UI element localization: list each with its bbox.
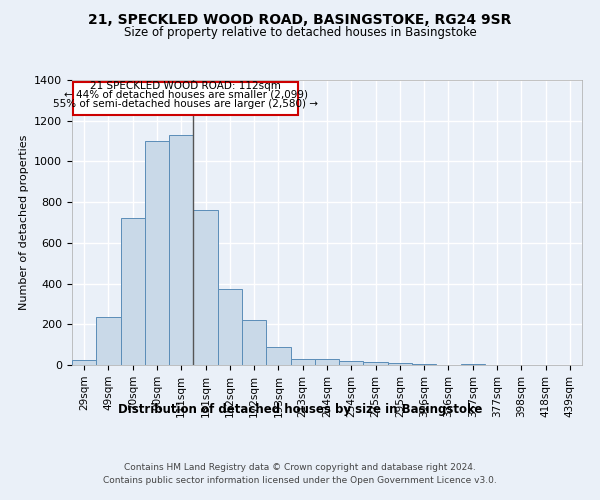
Text: Contains public sector information licensed under the Open Government Licence v3: Contains public sector information licen…	[103, 476, 497, 485]
Bar	[193, 210, 218, 365]
Bar	[145, 141, 169, 365]
Bar	[461, 364, 485, 365]
Bar	[218, 288, 242, 365]
Bar	[72, 360, 96, 365]
Text: 21 SPECKLED WOOD ROAD: 112sqm: 21 SPECKLED WOOD ROAD: 112sqm	[90, 81, 281, 91]
Text: Size of property relative to detached houses in Basingstoke: Size of property relative to detached ho…	[124, 26, 476, 39]
Y-axis label: Number of detached properties: Number of detached properties	[19, 135, 29, 310]
FancyBboxPatch shape	[73, 82, 298, 114]
Bar	[364, 362, 388, 365]
Bar	[169, 135, 193, 365]
Bar	[121, 218, 145, 365]
Bar	[315, 360, 339, 365]
Bar	[96, 317, 121, 365]
Bar	[412, 364, 436, 365]
Text: Contains HM Land Registry data © Crown copyright and database right 2024.: Contains HM Land Registry data © Crown c…	[124, 462, 476, 471]
Text: 21, SPECKLED WOOD ROAD, BASINGSTOKE, RG24 9SR: 21, SPECKLED WOOD ROAD, BASINGSTOKE, RG2…	[88, 12, 512, 26]
Bar	[388, 362, 412, 365]
Text: Distribution of detached houses by size in Basingstoke: Distribution of detached houses by size …	[118, 402, 482, 415]
Bar	[242, 320, 266, 365]
Bar	[266, 346, 290, 365]
Text: 55% of semi-detached houses are larger (2,580) →: 55% of semi-detached houses are larger (…	[53, 100, 318, 110]
Text: ← 44% of detached houses are smaller (2,099): ← 44% of detached houses are smaller (2,…	[64, 90, 308, 100]
Bar	[290, 360, 315, 365]
Bar	[339, 362, 364, 365]
